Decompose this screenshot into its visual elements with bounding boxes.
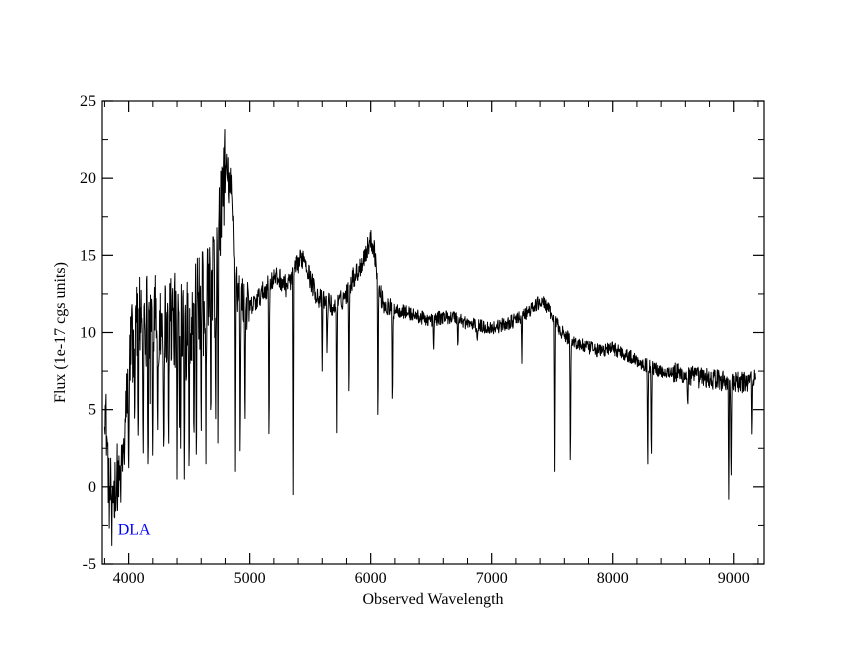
y-tick-label: 0 (88, 479, 96, 496)
x-tick-labels: 4000 5000 6000 7000 8000 9000 (113, 570, 750, 587)
minor-ticks (102, 101, 764, 564)
x-tick-label: 6000 (355, 570, 387, 587)
y-axis-title: Flux (1e-17 cgs units) (52, 262, 69, 403)
major-ticks (102, 100, 764, 565)
x-tick-label: 9000 (718, 570, 750, 587)
y-tick-label: -5 (83, 556, 96, 573)
spectrum-line (103, 129, 756, 546)
y-tick-label: 5 (88, 402, 96, 419)
series-group (103, 129, 756, 546)
y-tick-label: 25 (80, 93, 96, 110)
x-tick-label: 4000 (113, 570, 145, 587)
x-tick-label: 5000 (234, 570, 266, 587)
y-tick-labels: -5 0 5 10 15 20 25 (80, 93, 96, 573)
x-axis-title: Observed Wavelength (362, 591, 503, 608)
x-tick-label: 7000 (476, 570, 508, 587)
y-tick-label: 15 (80, 247, 96, 264)
y-tick-label: 10 (80, 325, 96, 342)
y-tick-label: 20 (80, 170, 96, 187)
x-tick-label: 8000 (597, 570, 629, 587)
dla-annotation: DLA (118, 522, 151, 539)
